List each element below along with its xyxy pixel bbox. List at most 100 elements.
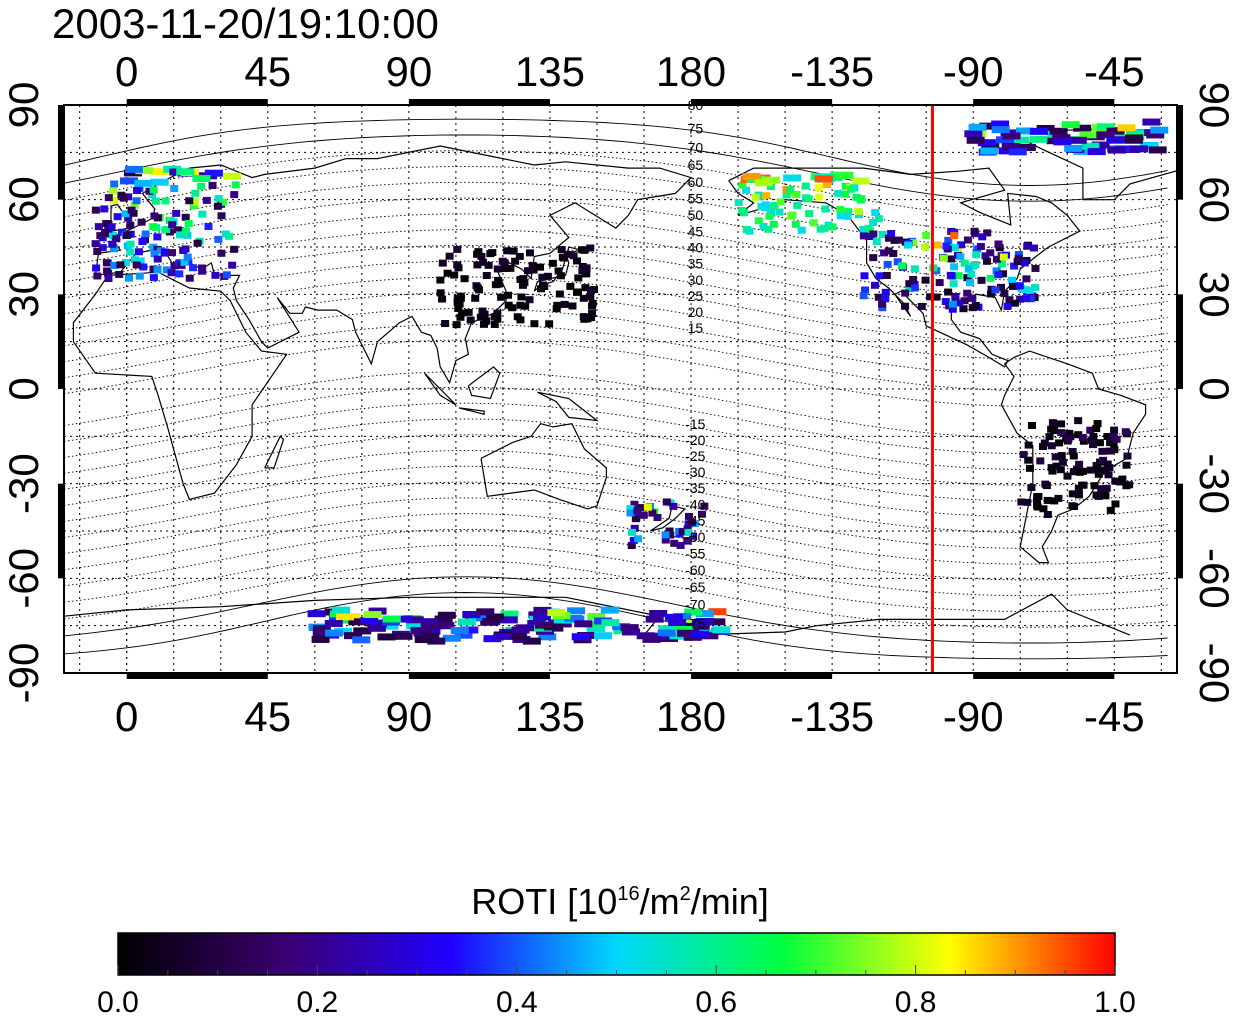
roti-cell <box>996 283 1005 291</box>
roti-cell <box>1068 502 1077 510</box>
roti-cell <box>115 270 124 278</box>
roti-cell <box>977 139 996 147</box>
roti-cell <box>1029 135 1048 143</box>
colorbar-tick-label: 0.4 <box>496 986 538 1019</box>
roti-cell <box>768 203 777 211</box>
roti-cell <box>1039 505 1048 513</box>
roti-cell <box>581 284 590 292</box>
roti-cell <box>125 274 134 282</box>
roti-cell <box>457 618 476 626</box>
roti-cell <box>861 286 870 294</box>
roti-cell <box>1073 124 1092 132</box>
lon-tick-top: 180 <box>656 48 726 95</box>
roti-cell <box>580 246 589 254</box>
roti-cell <box>745 227 754 235</box>
roti-cell <box>859 292 868 300</box>
coastline <box>458 407 485 415</box>
roti-cell <box>493 265 502 273</box>
roti-cell <box>661 531 670 539</box>
roti-cell <box>110 180 119 188</box>
roti-cell <box>1092 425 1101 433</box>
roti-cell <box>695 618 714 626</box>
roti-cell <box>179 246 188 254</box>
lon-tick-bottom: 45 <box>244 693 291 740</box>
lon-tick-bottom: 135 <box>515 693 585 740</box>
roti-cell <box>421 632 440 640</box>
roti-cell <box>476 608 495 616</box>
roti-cell <box>494 276 503 284</box>
roti-cell <box>162 226 171 234</box>
roti-cell <box>1103 460 1112 468</box>
edge-bar-top <box>126 99 268 105</box>
roti-cell <box>675 625 694 633</box>
roti-cell <box>1081 142 1100 150</box>
roti-cell <box>1049 127 1068 135</box>
roti-cell <box>857 195 866 203</box>
roti-cell <box>214 194 223 202</box>
roti-cell <box>921 276 930 284</box>
roti-cell <box>991 126 1010 134</box>
roti-cell <box>113 213 122 221</box>
roti-cell <box>98 244 107 252</box>
roti-cell <box>168 249 177 257</box>
roti-cell <box>1078 434 1087 442</box>
roti-cell <box>978 233 987 241</box>
roti-cell <box>889 249 898 257</box>
roti-cell <box>963 236 972 244</box>
roti-cell <box>434 615 453 623</box>
roti-cell <box>538 633 557 641</box>
roti-cell <box>893 258 902 266</box>
roti-cell <box>841 182 850 190</box>
roti-cell <box>791 220 800 228</box>
roti-cell <box>793 202 802 210</box>
roti-cell <box>450 627 469 635</box>
roti-cell <box>681 620 700 628</box>
roti-cell <box>580 315 589 323</box>
edge-bar-left <box>58 105 64 200</box>
roti-cell <box>630 524 639 532</box>
roti-cell <box>231 181 240 189</box>
roti-cell <box>101 228 110 236</box>
roti-cell <box>307 610 326 618</box>
roti-cell <box>94 223 103 231</box>
roti-cell <box>181 213 190 221</box>
magnetic-lat-label-north: 80 <box>688 97 704 113</box>
lat-tick-left: 60 <box>0 176 47 223</box>
roti-cell <box>151 168 170 176</box>
roti-cell <box>453 261 462 269</box>
colorbar-title: ROTI [1016/m2/min] <box>0 872 1240 924</box>
roti-cell <box>1048 467 1057 475</box>
roti-cell <box>1094 470 1103 478</box>
roti-cell <box>137 218 146 226</box>
roti-cell <box>859 226 868 234</box>
roti-cell <box>1001 142 1020 150</box>
roti-cell <box>484 261 493 269</box>
roti-cell <box>1047 425 1056 433</box>
roti-cell <box>676 541 685 549</box>
roti-cell <box>184 219 193 227</box>
roti-cell <box>880 249 889 257</box>
roti-cell <box>230 191 239 199</box>
roti-cell <box>707 618 726 626</box>
roti-cell <box>149 243 158 251</box>
roti-cell <box>883 260 892 268</box>
edge-bar-right <box>1177 483 1183 579</box>
roti-cell <box>217 249 226 257</box>
magnetic-lat-label-south: -35 <box>685 480 705 496</box>
roti-cell <box>102 259 111 267</box>
roti-cell <box>490 320 499 328</box>
roti-cell <box>1058 458 1067 466</box>
roti-cell <box>1045 433 1054 441</box>
roti-cell <box>1093 420 1102 428</box>
roti-cell <box>222 271 231 279</box>
roti-cell <box>1097 485 1106 493</box>
roti-cell <box>189 202 198 210</box>
roti-cell <box>394 632 413 640</box>
roti-cell <box>626 509 635 517</box>
magnetic-lat-label-north: 50 <box>688 207 704 223</box>
roti-cell <box>869 219 878 227</box>
magnetic-lat-label-south: -70 <box>685 596 705 612</box>
roti-cell <box>453 245 462 253</box>
roti-cell <box>678 528 687 536</box>
roti-cell <box>1065 429 1074 437</box>
